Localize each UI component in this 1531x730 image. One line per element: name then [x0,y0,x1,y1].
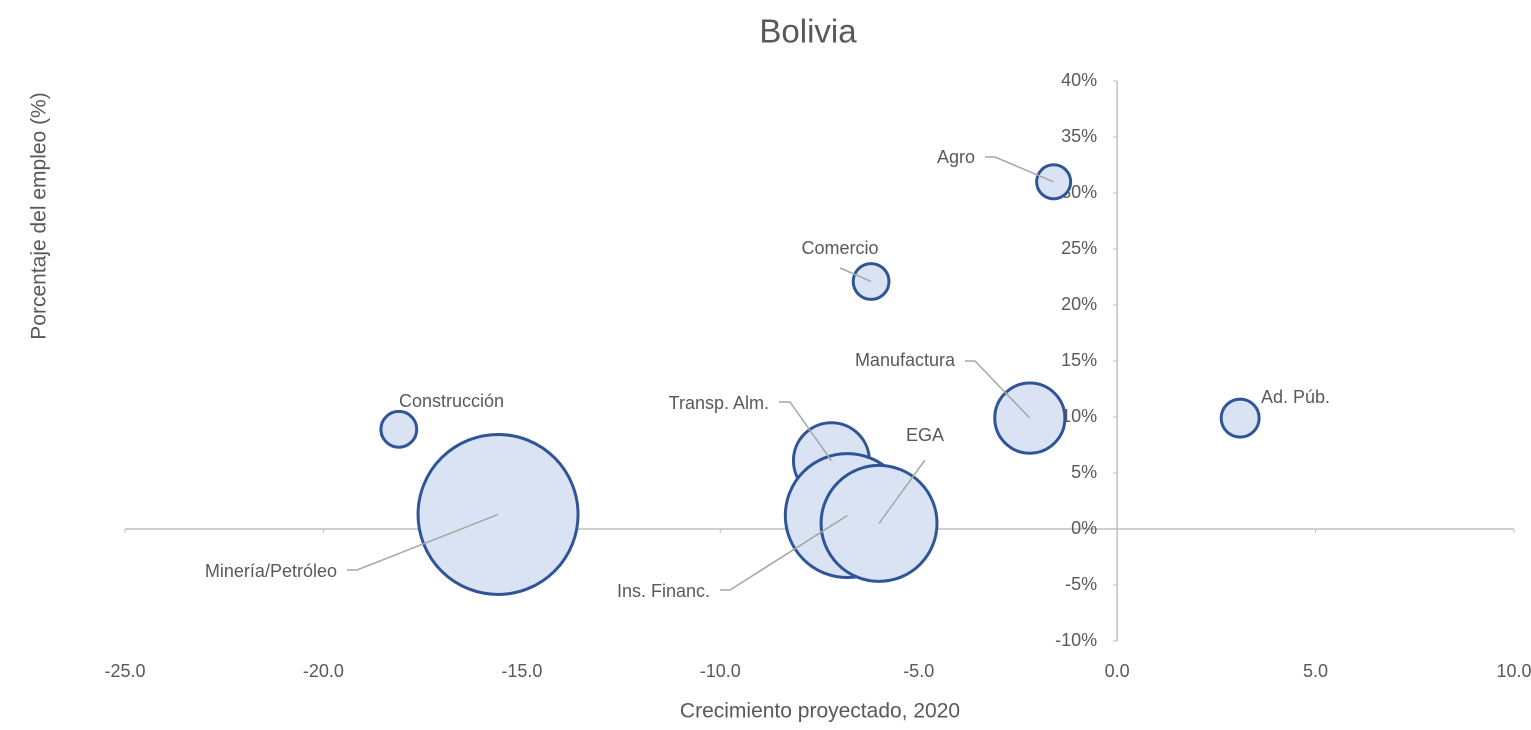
y-tick-label: 40% [1061,70,1097,90]
leader-line [839,267,872,283]
data-label: Construcción [399,391,504,411]
data-label: Minería/Petróleo [205,561,337,581]
data-label: EGA [906,425,944,445]
data-label: Agro [937,147,975,167]
y-tick-label: -10% [1055,630,1097,650]
y-tick-label: 0% [1071,518,1097,538]
y-tick-label: 35% [1061,126,1097,146]
leader-line [720,514,848,591]
x-tick-label: 10.0 [1496,661,1531,681]
x-tick-label: -15.0 [501,661,542,681]
x-axis-title: Crecimiento proyectado, 2020 [680,700,960,723]
x-tick-label: -25.0 [104,661,145,681]
leader-line [347,513,499,571]
leader-line [965,360,1031,419]
y-tick-label: 25% [1061,238,1097,258]
leader-line [779,401,833,462]
y-tick-label: 5% [1071,462,1097,482]
bubble [379,409,419,449]
x-tick-label: 5.0 [1303,661,1328,681]
y-tick-label: 20% [1061,294,1097,314]
x-tick-label: -5.0 [903,661,934,681]
data-label: Manufactura [855,350,956,370]
y-axis-title: Porcentaje del empleo (%) [28,92,51,339]
leader-line [878,459,926,524]
x-tick-label: -10.0 [700,661,741,681]
y-tick-label: -5% [1065,574,1097,594]
data-label: Transp. Alm. [669,393,769,413]
y-tick-label: 10% [1061,406,1097,426]
x-tick-label: 0.0 [1105,661,1130,681]
y-tick-label: 15% [1061,350,1097,370]
data-label: Ad. Púb. [1261,387,1330,407]
x-tick-label: -20.0 [303,661,344,681]
leader-line [985,156,1054,183]
data-label: Ins. Financ. [617,581,710,601]
chart-title: Bolivia [759,13,857,50]
data-label: Comercio [801,238,878,258]
bubble [1219,397,1261,439]
